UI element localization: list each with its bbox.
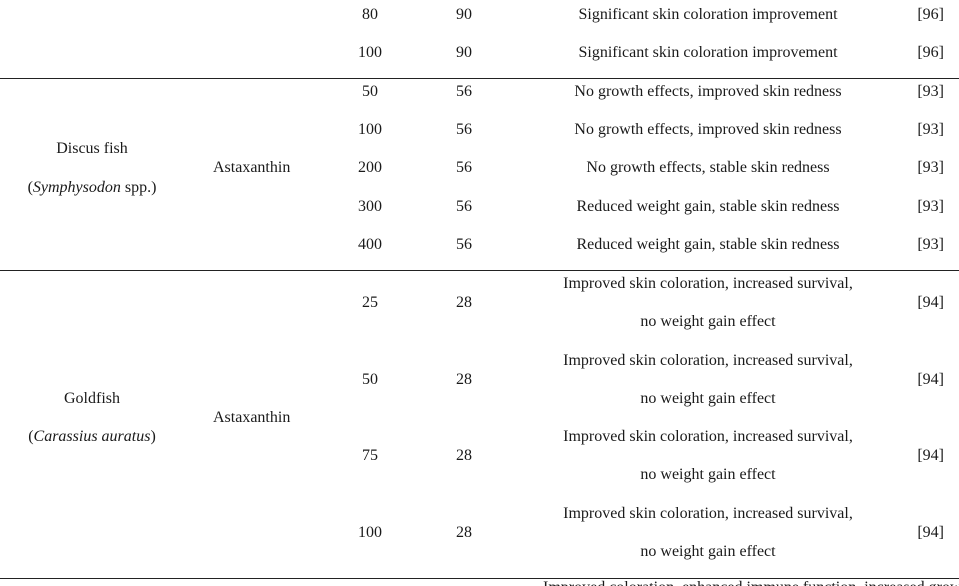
- species-scientific-name: (Symphysodon spp.): [27, 179, 157, 196]
- compound-cell: Astaxanthin: [213, 159, 291, 176]
- reference-cell: [93]: [917, 121, 944, 138]
- dose-cell: 25: [362, 294, 378, 311]
- species-genus: Symphysodon: [32, 179, 121, 196]
- dose-cell: 200: [358, 159, 382, 176]
- days-cell: 28: [456, 294, 472, 311]
- days-cell: 28: [456, 371, 472, 388]
- reference-cell: [93]: [917, 159, 944, 176]
- effect-cell: Reduced weight gain, stable skin redness: [576, 236, 840, 253]
- days-cell: 56: [456, 83, 472, 100]
- group-divider: [0, 270, 959, 271]
- species-common-name: Goldfish: [64, 390, 120, 407]
- reference-cell: [96]: [917, 6, 944, 23]
- dose-cell: 400: [358, 236, 382, 253]
- reference-cell: [94]: [917, 524, 944, 541]
- days-cell: 28: [456, 524, 472, 541]
- dose-cell: 75: [362, 447, 378, 464]
- days-cell: 56: [456, 236, 472, 253]
- dose-cell: 50: [362, 83, 378, 100]
- days-cell: 28: [456, 447, 472, 464]
- group-divider: [0, 578, 959, 579]
- days-cell: 56: [456, 159, 472, 176]
- effect-cell-line-2: no weight gain effect: [640, 390, 776, 407]
- days-cell: 90: [456, 6, 472, 23]
- effect-cell-line-2: no weight gain effect: [640, 543, 776, 560]
- dose-cell: 80: [362, 6, 378, 23]
- dose-cell: 300: [358, 198, 382, 215]
- effect-cell-line-1: Improved skin coloration, increased surv…: [563, 505, 853, 522]
- effect-cell: No growth effects, improved skin redness: [574, 121, 842, 138]
- reference-cell: [96]: [917, 44, 944, 61]
- compound-cell: Astaxanthin: [213, 409, 291, 426]
- reference-cell: [93]: [917, 83, 944, 100]
- effect-cell-line-2: no weight gain effect: [640, 466, 776, 483]
- species-scientific-name: (Carassius auratus): [28, 428, 156, 445]
- dose-cell: 50: [362, 371, 378, 388]
- reference-cell: [94]: [917, 371, 944, 388]
- effect-cell: No growth effects, improved skin redness: [574, 83, 842, 100]
- species-suffix: spp.: [120, 179, 152, 196]
- effect-cell-line-1: Improved skin coloration, increased surv…: [563, 352, 853, 369]
- reference-cell: [94]: [917, 447, 944, 464]
- cutoff-effect-text: Improved coloration, enhanced immune fun…: [543, 578, 959, 586]
- effect-cell: Reduced weight gain, stable skin redness: [576, 198, 840, 215]
- dose-cell: 100: [358, 44, 382, 61]
- days-cell: 56: [456, 121, 472, 138]
- reference-cell: [93]: [917, 236, 944, 253]
- effect-cell: No growth effects, stable skin redness: [586, 159, 830, 176]
- effect-cell-line-1: Improved skin coloration, increased surv…: [563, 428, 853, 445]
- species-common-name: Discus fish: [56, 140, 128, 157]
- effect-cell-line-2: no weight gain effect: [640, 313, 776, 330]
- effect-cell: Significant skin coloration improvement: [578, 44, 838, 61]
- days-cell: 56: [456, 198, 472, 215]
- days-cell: 90: [456, 44, 472, 61]
- reference-cell: [94]: [917, 294, 944, 311]
- effect-cell: Significant skin coloration improvement: [578, 6, 838, 23]
- dose-cell: 100: [358, 524, 382, 541]
- species-binomial: Carassius auratus: [33, 428, 151, 445]
- dose-cell: 100: [358, 121, 382, 138]
- reference-cell: [93]: [917, 198, 944, 215]
- group-divider: [0, 78, 959, 79]
- effect-cell-line-1: Improved skin coloration, increased surv…: [563, 275, 853, 292]
